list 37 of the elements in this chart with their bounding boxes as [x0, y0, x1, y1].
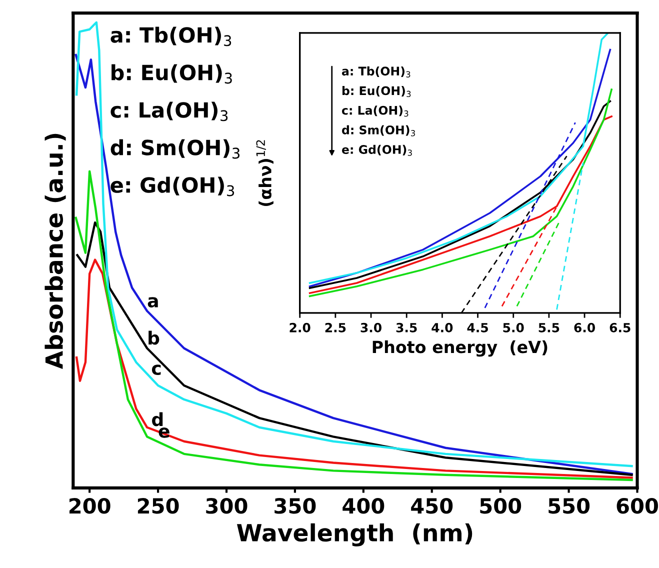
x-tick-label: 4.5	[467, 323, 488, 332]
x-tick-label: 3.5	[396, 322, 417, 332]
annotation: e: Gd(OH)$_{3}$	[110, 176, 234, 196]
x-tick-label: 3.0	[360, 322, 382, 332]
x-tick-label: 5.5	[538, 323, 560, 332]
annotation: a	[148, 297, 158, 308]
annotation: b: Eu(OH)$_{3}$	[342, 86, 411, 98]
annotation: a: Tb(OH)$_{3}$	[342, 66, 410, 78]
x-tick-label: 450	[411, 498, 453, 514]
annotation: c	[152, 364, 161, 376]
annotation: b	[148, 330, 160, 345]
x-tick-label: 4.0	[432, 322, 453, 332]
y-axis-title: Absorbance (a.u.)	[44, 134, 66, 369]
x-tick-label: 550	[548, 498, 590, 514]
annotation: c: La(OH)$_{3}$	[110, 102, 228, 122]
annotation: e: Gd(OH)$_{3}$	[342, 144, 412, 156]
y-axis-title: (αhν)$^{1/2}$	[256, 140, 274, 206]
x-tick-label: 500	[480, 498, 522, 514]
x-axis-title: Photo energy (eV)	[372, 340, 548, 357]
x-tick-label: 400	[342, 498, 384, 514]
annotation: d: Sm(OH)$_{3}$	[110, 139, 240, 159]
x-tick-label: 2.0	[290, 322, 310, 332]
x-tick-label: 200	[69, 498, 110, 514]
x-tick-label: 6.0	[574, 322, 596, 332]
x-tick-label: 300	[206, 498, 248, 514]
annotation: d: Sm(OH)$_{3}$	[342, 125, 415, 136]
x-tick-label: 5.0	[503, 322, 524, 332]
x-tick-label: 250	[138, 498, 179, 514]
x-axis-title: Wavelength (nm)	[236, 523, 472, 546]
x-tick-label: 600	[616, 498, 658, 514]
annotation: a: Tb(OH)$_{3}$	[110, 26, 232, 46]
annotation: b: Eu(OH)$_{3}$	[112, 64, 232, 84]
annotation: c: La(OH)$_{3}$	[342, 106, 408, 117]
annotation: d	[152, 412, 163, 426]
x-tick-label: 2.5	[325, 322, 346, 332]
x-tick-label: 6.5	[610, 322, 630, 332]
x-tick-label: 350	[274, 498, 316, 514]
